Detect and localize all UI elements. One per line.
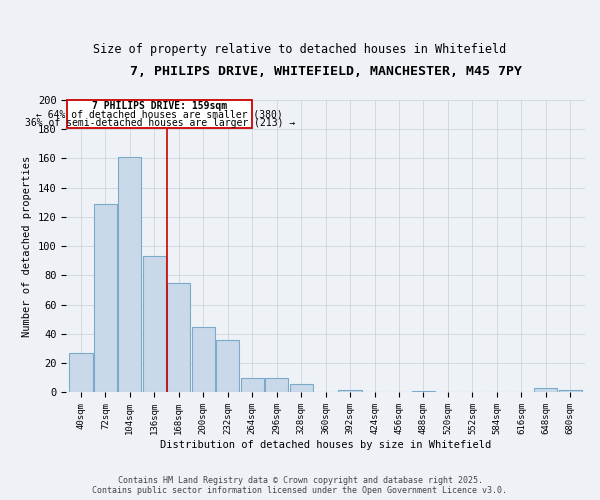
Bar <box>559 390 582 392</box>
Bar <box>191 326 215 392</box>
Bar <box>338 390 362 392</box>
Bar <box>241 378 264 392</box>
Bar <box>412 391 435 392</box>
Text: Size of property relative to detached houses in Whitefield: Size of property relative to detached ho… <box>94 42 506 56</box>
Y-axis label: Number of detached properties: Number of detached properties <box>22 156 32 337</box>
X-axis label: Distribution of detached houses by size in Whitefield: Distribution of detached houses by size … <box>160 440 491 450</box>
Bar <box>94 204 117 392</box>
Text: 36% of semi-detached houses are larger (213) →: 36% of semi-detached houses are larger (… <box>25 118 295 128</box>
Bar <box>143 256 166 392</box>
Text: Contains HM Land Registry data © Crown copyright and database right 2025.
Contai: Contains HM Land Registry data © Crown c… <box>92 476 508 495</box>
Bar <box>69 353 92 393</box>
Text: ← 64% of detached houses are smaller (380): ← 64% of detached houses are smaller (38… <box>37 110 283 120</box>
Title: 7, PHILIPS DRIVE, WHITEFIELD, MANCHESTER, M45 7PY: 7, PHILIPS DRIVE, WHITEFIELD, MANCHESTER… <box>130 65 521 78</box>
Bar <box>216 340 239 392</box>
Bar <box>118 157 142 392</box>
Bar <box>265 378 288 392</box>
Bar <box>534 388 557 392</box>
FancyBboxPatch shape <box>67 100 252 128</box>
Text: 7 PHILIPS DRIVE: 159sqm: 7 PHILIPS DRIVE: 159sqm <box>92 102 227 112</box>
Bar <box>167 283 190 393</box>
Bar <box>290 384 313 392</box>
